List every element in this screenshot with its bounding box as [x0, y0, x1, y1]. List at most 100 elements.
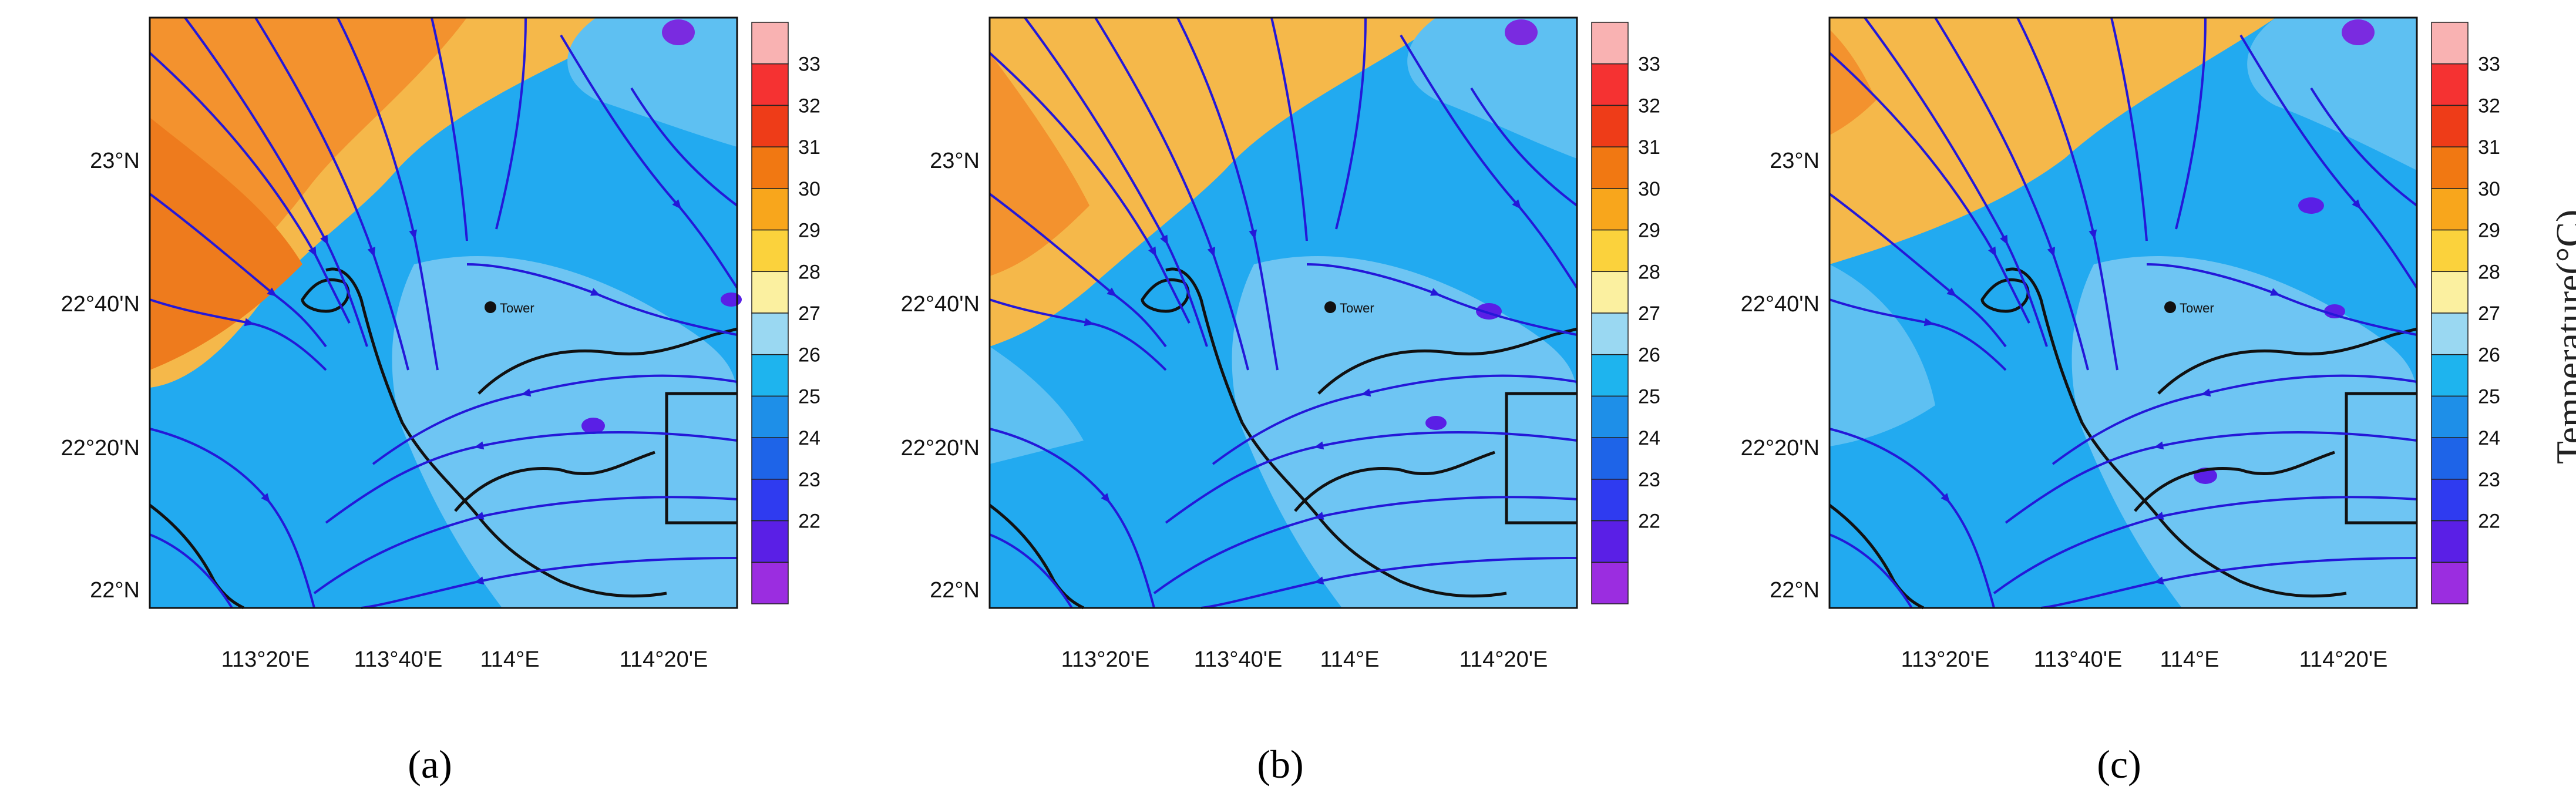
colorbar-tick-label: 24	[1638, 427, 1660, 449]
colorbar-swatch	[751, 562, 789, 604]
colorbar-tick-label: 28	[798, 261, 820, 283]
map-panel-a: Tower	[149, 16, 742, 610]
lon-tick: 113°20'E	[221, 647, 310, 672]
coastline	[1828, 267, 2417, 610]
temperature-field	[150, 18, 742, 608]
colorbar-swatch	[1591, 520, 1629, 563]
colorbar-swatch	[2431, 354, 2469, 397]
lon-tick: 113°40'E	[1194, 647, 1283, 672]
lat-tick: 22°20'N	[901, 436, 980, 461]
tower-station-marker	[2164, 301, 2176, 313]
colorbar-swatch	[2431, 63, 2469, 106]
colorbar-tick-label: 31	[1638, 136, 1660, 159]
coastline	[988, 267, 1578, 610]
colorbar-swatch	[2431, 312, 2469, 355]
colorbar-panel-c: 33 32 31 30 29 28 27 26 25 24 23 22	[2431, 22, 2500, 604]
colorbar-swatch	[2431, 229, 2469, 273]
colorbar-swatch	[1591, 437, 1629, 480]
colorbar-tick-label: 24	[2478, 427, 2500, 449]
streamlines	[988, 16, 1578, 609]
lon-tick: 114°20'E	[620, 647, 708, 672]
colorbar-swatch	[1591, 105, 1629, 147]
coastline	[149, 267, 738, 610]
tower-label: Tower	[1340, 301, 1374, 315]
lon-tick: 114°20'E	[2299, 647, 2388, 672]
colorbar-swatch	[751, 520, 789, 563]
colorbar-swatch	[751, 479, 789, 522]
panel-caption-c: (c)	[2097, 742, 2141, 787]
colorbar-tick-label: 29	[798, 220, 820, 242]
colorbar-swatch	[2431, 271, 2469, 314]
lat-tick: 22°N	[1770, 578, 1820, 603]
colorbar-tick-label: 31	[798, 136, 820, 159]
temperature-field	[1830, 18, 2417, 608]
tower-label: Tower	[500, 301, 534, 315]
colorbar-panel-a: 33 32 31 30 29 28 27 26 25 24 23 22	[751, 22, 820, 604]
colorbar-swatch	[751, 146, 789, 189]
colorbar-tick-label: 25	[798, 385, 820, 408]
colorbar-swatch	[1591, 63, 1629, 106]
tower-label: Tower	[2180, 301, 2214, 315]
tower-station-marker	[485, 301, 496, 313]
lat-tick: 22°40'N	[1741, 292, 1820, 317]
colorbar-tick-label: 33	[1638, 53, 1660, 76]
lon-tick: 113°40'E	[2034, 647, 2123, 672]
lon-tick: 114°20'E	[1459, 647, 1548, 672]
colorbar-tick-label: 25	[2478, 385, 2500, 408]
lat-ticks-panel-c: 23°N 22°40'N 22°20'N 22°N	[1741, 149, 1820, 603]
colorbar-swatch	[1591, 22, 1629, 65]
lon-ticks-panel-a: 113°20'E 113°40'E 114°E 114°20'E	[221, 647, 708, 672]
map-panel-b: Tower	[988, 16, 1578, 610]
colorbar-swatch	[2431, 437, 2469, 480]
colorbar-tick-label: 32	[798, 95, 820, 117]
streamlines	[1828, 16, 2418, 609]
colorbar-tick-label: 28	[2478, 261, 2500, 283]
colorbar-tick-label: 26	[1638, 344, 1660, 367]
colorbar-swatch	[2431, 395, 2469, 438]
colorbar-tick-label: 33	[2478, 53, 2500, 76]
streamlines	[149, 16, 738, 609]
lon-tick: 114°E	[480, 647, 539, 672]
temperature-field	[990, 18, 1577, 608]
lat-tick: 22°20'N	[1741, 436, 1820, 461]
colorbar-tick-label: 32	[2478, 95, 2500, 117]
lon-tick: 113°40'E	[354, 647, 443, 672]
colorbar-tick-label: 24	[798, 427, 820, 449]
colorbar-tick-label: 30	[798, 178, 820, 200]
lon-tick: 114°E	[2160, 647, 2219, 672]
lat-tick: 22°N	[930, 578, 980, 603]
colorbar-tick-label: 23	[1638, 469, 1660, 491]
lat-tick: 22°N	[90, 578, 140, 603]
lat-tick: 22°40'N	[901, 292, 980, 317]
colorbar-tick-label: 31	[2478, 136, 2500, 159]
colorbar-title: Temperature(°C)	[2548, 209, 2576, 464]
colorbar-tick-label: 27	[798, 303, 820, 325]
colorbar-swatch	[2431, 146, 2469, 189]
colorbar-tick-label: 33	[798, 53, 820, 76]
panel-caption-a: (a)	[408, 742, 452, 787]
panel-caption-b: (b)	[1257, 742, 1304, 787]
colorbar-tick-label: 26	[798, 344, 820, 367]
colorbar-tick-label: 29	[2478, 220, 2500, 242]
colorbar-swatch	[751, 63, 789, 106]
colorbar-swatch	[1591, 271, 1629, 314]
colorbar-swatch	[751, 22, 789, 65]
colorbar-tick-label: 30	[1638, 178, 1660, 200]
lat-tick: 23°N	[1770, 149, 1820, 173]
map-border	[1828, 16, 2418, 609]
colorbar-swatch	[751, 105, 789, 147]
colorbar-tick-label: 29	[1638, 220, 1660, 242]
lon-tick: 113°20'E	[1901, 647, 1990, 672]
colorbar-tick-label: 22	[2478, 510, 2500, 533]
colorbar-swatch	[751, 229, 789, 273]
colorbar-swatch	[1591, 312, 1629, 355]
colorbar-tick-label: 30	[2478, 178, 2500, 200]
colorbar-swatch	[1591, 229, 1629, 273]
map-border	[149, 16, 738, 609]
colorbar-swatch	[751, 354, 789, 397]
lon-ticks-panel-b: 113°20'E 113°40'E 114°E 114°20'E	[1061, 647, 1548, 672]
colorbar-swatch	[2431, 188, 2469, 231]
colorbar-swatch	[1591, 479, 1629, 522]
lat-tick: 23°N	[90, 149, 140, 173]
